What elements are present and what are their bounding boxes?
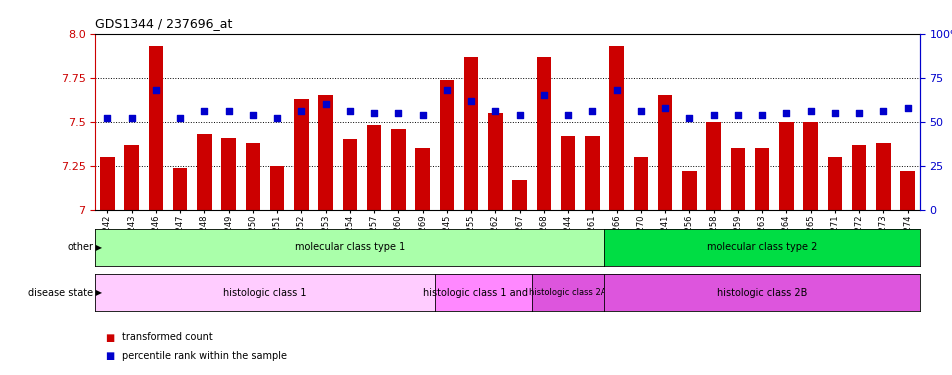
Bar	[367, 125, 381, 210]
Bar	[608, 46, 624, 210]
Bar	[390, 129, 406, 210]
Point	[221, 108, 236, 114]
Bar	[464, 57, 478, 210]
Point	[463, 98, 478, 104]
Point	[632, 108, 647, 114]
Point	[367, 110, 382, 116]
Bar	[536, 57, 550, 210]
Bar	[439, 80, 454, 210]
Point	[705, 112, 721, 118]
Point	[899, 105, 914, 111]
Text: histologic class 1: histologic class 1	[223, 288, 307, 297]
Point	[245, 112, 260, 118]
Point	[729, 112, 744, 118]
Bar	[487, 113, 502, 210]
Bar	[415, 148, 429, 210]
Point	[560, 112, 575, 118]
Text: ▶: ▶	[93, 288, 103, 297]
Bar	[682, 171, 696, 210]
Bar	[318, 96, 332, 210]
Bar	[197, 134, 211, 210]
Point	[754, 112, 769, 118]
Point	[342, 108, 357, 114]
Text: ■: ■	[105, 333, 114, 342]
Point	[318, 101, 333, 107]
Point	[487, 108, 503, 114]
Point	[124, 116, 139, 122]
Text: molecular class type 1: molecular class type 1	[294, 243, 405, 252]
Bar	[585, 136, 599, 210]
Bar	[803, 122, 817, 210]
Bar	[826, 157, 842, 210]
Bar	[125, 145, 139, 210]
Point	[536, 93, 551, 99]
Bar	[875, 143, 889, 210]
Text: transformed count: transformed count	[122, 333, 212, 342]
Point	[511, 112, 526, 118]
Point	[778, 110, 793, 116]
Point	[172, 116, 188, 122]
Text: histologic class 1 and 2A: histologic class 1 and 2A	[423, 288, 544, 297]
Bar	[730, 148, 744, 210]
Bar	[221, 138, 236, 210]
Point	[585, 108, 600, 114]
Point	[875, 108, 890, 114]
Text: histologic class 2A: histologic class 2A	[528, 288, 606, 297]
Bar	[778, 122, 793, 210]
Point	[826, 110, 842, 116]
Text: GDS1344 / 237696_at: GDS1344 / 237696_at	[95, 17, 232, 30]
Point	[293, 108, 308, 114]
Text: ▶: ▶	[93, 243, 103, 252]
Bar	[900, 171, 914, 210]
Bar	[149, 46, 163, 210]
Point	[414, 112, 429, 118]
Text: ■: ■	[105, 351, 114, 361]
Point	[100, 116, 115, 122]
Point	[608, 87, 624, 93]
Bar	[705, 122, 720, 210]
Bar	[560, 136, 575, 210]
Bar	[172, 168, 188, 210]
Bar	[633, 157, 647, 210]
Point	[657, 105, 672, 111]
Point	[149, 87, 164, 93]
Point	[681, 116, 696, 122]
Text: other: other	[68, 243, 93, 252]
Bar	[512, 180, 526, 210]
Bar	[100, 157, 114, 210]
Text: molecular class type 2: molecular class type 2	[706, 243, 817, 252]
Point	[269, 116, 285, 122]
Bar	[269, 166, 284, 210]
Text: percentile rank within the sample: percentile rank within the sample	[122, 351, 287, 361]
Point	[850, 110, 865, 116]
Text: histologic class 2B: histologic class 2B	[716, 288, 806, 297]
Bar	[754, 148, 768, 210]
Point	[803, 108, 818, 114]
Bar	[342, 140, 357, 210]
Text: disease state: disease state	[29, 288, 93, 297]
Bar	[851, 145, 865, 210]
Bar	[657, 96, 671, 210]
Point	[390, 110, 406, 116]
Bar	[246, 143, 260, 210]
Point	[439, 87, 454, 93]
Point	[196, 108, 211, 114]
Bar	[294, 99, 308, 210]
